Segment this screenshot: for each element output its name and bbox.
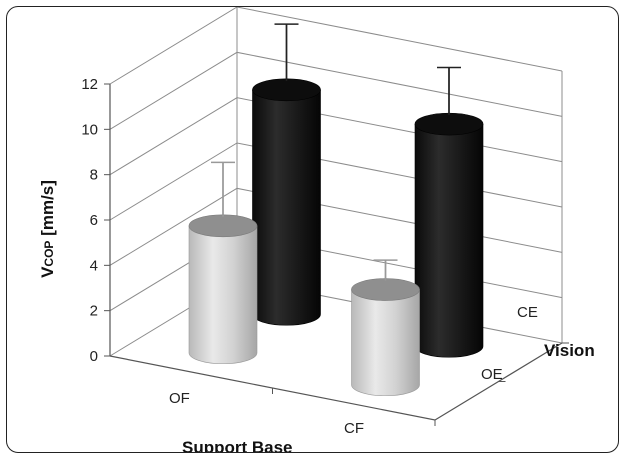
bar-cf-ce — [414, 66, 484, 358]
bar-body — [414, 123, 484, 358]
y-tick-label-3: 6 — [90, 212, 98, 229]
y-tick-label-2: 4 — [90, 257, 98, 274]
bar-top — [252, 78, 321, 102]
bar-top — [188, 214, 258, 238]
x-axis-label: Support Base — [182, 438, 293, 453]
y-tick-label-5: 10 — [81, 121, 98, 138]
z-axis-label: Vision — [544, 341, 595, 360]
bar-body — [351, 289, 420, 397]
gridline — [109, 187, 563, 266]
z-tick-label-oe: OE — [481, 366, 503, 383]
x-tick-label-of: OF — [169, 390, 190, 407]
y-axis-label-rest: [mm/s] — [38, 180, 57, 240]
bar-of-ce — [252, 23, 321, 326]
y-axis-label-main: V — [38, 266, 57, 278]
category-labels: OF CF OE CE — [169, 304, 538, 437]
y-tick-label-6: 12 — [81, 76, 98, 93]
y-tick-label-0: 0 — [90, 348, 98, 365]
y-axis-label-sub: COP — [42, 241, 56, 267]
chart-svg: 0 2 4 6 8 10 12 OF CF OE CE VCOP [mm/s] Suppor… — [38, 7, 595, 453]
bar-cf-oe — [351, 259, 420, 397]
bar-top — [414, 112, 484, 136]
y-axis-label: VCOP [mm/s] — [38, 180, 57, 278]
grid-layer — [109, 7, 569, 426]
gridline — [109, 97, 563, 176]
z-tick-label-ce: CE — [517, 304, 538, 321]
gridline — [109, 7, 563, 85]
y-tick-label-1: 2 — [90, 303, 98, 320]
gridline — [109, 142, 563, 221]
bar-top — [351, 278, 420, 301]
bar-layer — [188, 23, 484, 397]
chart-frame: 0 2 4 6 8 10 12 OF CF OE CE VCOP [mm/s] Suppor… — [6, 6, 619, 453]
x-tick-label-cf: CF — [344, 420, 364, 437]
gridline — [109, 278, 563, 357]
bar-of-oe — [188, 161, 258, 365]
bar-body — [188, 225, 258, 365]
bar-body — [252, 89, 321, 326]
y-tick-labels: 0 2 4 6 8 10 12 — [81, 76, 111, 365]
y-tick-label-4: 8 — [90, 167, 98, 184]
gridline — [109, 51, 563, 130]
gridline — [109, 233, 563, 312]
